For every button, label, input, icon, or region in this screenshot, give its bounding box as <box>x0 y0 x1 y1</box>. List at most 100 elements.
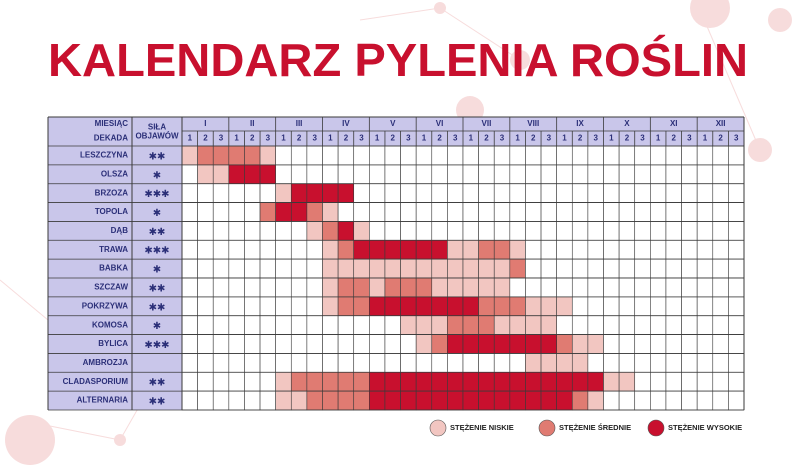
level-cell <box>259 202 276 222</box>
level-cell <box>696 315 714 335</box>
level-cell <box>415 239 433 260</box>
level-cell <box>212 277 230 298</box>
level-cell <box>493 334 511 354</box>
level-cell <box>665 258 682 279</box>
level-cell <box>306 390 323 411</box>
level-cell <box>712 277 729 298</box>
level-cell <box>228 258 245 279</box>
level-cell <box>571 164 589 185</box>
level-cell <box>462 315 479 335</box>
level-cell <box>197 202 214 222</box>
level-cell <box>728 390 745 411</box>
level-cell <box>587 390 604 411</box>
level-cell <box>400 315 417 335</box>
level-cell <box>337 277 355 298</box>
level-cell <box>650 277 667 298</box>
level-cell <box>603 164 620 185</box>
level-cell <box>212 202 230 222</box>
level-cell <box>181 202 198 222</box>
level-cell <box>478 183 495 203</box>
plant-name: POKRZYWA <box>82 301 128 310</box>
level-cell <box>290 353 308 373</box>
level-cell <box>462 145 479 166</box>
level-cell <box>493 315 511 335</box>
level-cell <box>181 183 198 203</box>
level-cell <box>322 145 339 166</box>
level-cell <box>525 296 542 317</box>
level-cell <box>696 371 714 392</box>
decade-label: 3 <box>547 134 552 143</box>
level-cell <box>603 183 620 203</box>
level-cell <box>447 334 464 354</box>
level-cell <box>197 239 214 260</box>
level-cell <box>462 371 479 392</box>
level-cell <box>634 239 651 260</box>
level-cell <box>290 315 308 335</box>
level-cell <box>728 145 745 166</box>
level-cell <box>665 239 682 260</box>
level-cell <box>228 371 245 392</box>
level-cell <box>322 277 339 298</box>
level-cell <box>259 277 276 298</box>
plant-name: SZCZAW <box>94 283 128 292</box>
level-cell <box>478 164 495 185</box>
level-cell <box>275 239 292 260</box>
month-label: XII <box>716 119 726 128</box>
level-cell <box>665 145 682 166</box>
level-cell <box>712 183 729 203</box>
level-cell <box>228 296 245 317</box>
level-cell <box>728 315 745 335</box>
level-cell <box>290 145 308 166</box>
level-cell <box>696 164 714 185</box>
level-cell <box>353 390 370 411</box>
level-cell <box>400 145 417 166</box>
level-cell <box>587 258 604 279</box>
level-cell <box>447 145 464 166</box>
level-cell <box>665 353 682 373</box>
level-cell <box>337 353 355 373</box>
level-cell <box>681 258 698 279</box>
month-label: V <box>390 119 396 128</box>
level-cell <box>447 239 464 260</box>
level-cell <box>322 183 339 203</box>
legend-swatch <box>538 419 556 437</box>
level-cell <box>556 277 573 298</box>
level-cell <box>665 202 682 222</box>
level-cell <box>431 145 448 166</box>
level-cell <box>493 258 511 279</box>
level-cell <box>275 221 292 241</box>
level-cell <box>228 277 245 298</box>
plant-name: KOMOSA <box>92 320 128 329</box>
level-cell <box>603 202 620 222</box>
level-cell <box>400 277 417 298</box>
level-cell <box>571 390 589 411</box>
level-cell <box>431 221 448 241</box>
level-cell <box>634 183 651 203</box>
level-cell <box>540 239 557 260</box>
decade-label: 3 <box>219 134 224 143</box>
level-cell <box>634 353 651 373</box>
level-cell <box>197 390 214 411</box>
level-cell <box>400 390 417 411</box>
level-cell <box>275 315 292 335</box>
level-cell <box>603 221 620 241</box>
level-cell <box>540 277 557 298</box>
level-cell <box>665 183 682 203</box>
level-cell <box>244 258 261 279</box>
plant-name: BYLICA <box>98 339 128 348</box>
level-cell <box>525 202 542 222</box>
level-cell <box>337 164 355 185</box>
legend-label: STĘŻENIE NISKIE <box>450 423 514 432</box>
strength: ✱✱ <box>149 397 166 408</box>
level-cell <box>259 353 276 373</box>
level-cell <box>571 296 589 317</box>
level-cell <box>400 183 417 203</box>
decade-label: 1 <box>328 134 333 143</box>
level-cell <box>337 258 355 279</box>
level-cell <box>306 334 323 354</box>
level-cell <box>478 315 495 335</box>
level-cell <box>587 221 604 241</box>
level-cell <box>509 164 526 185</box>
decade-label: 1 <box>281 134 286 143</box>
level-cell <box>306 239 323 260</box>
